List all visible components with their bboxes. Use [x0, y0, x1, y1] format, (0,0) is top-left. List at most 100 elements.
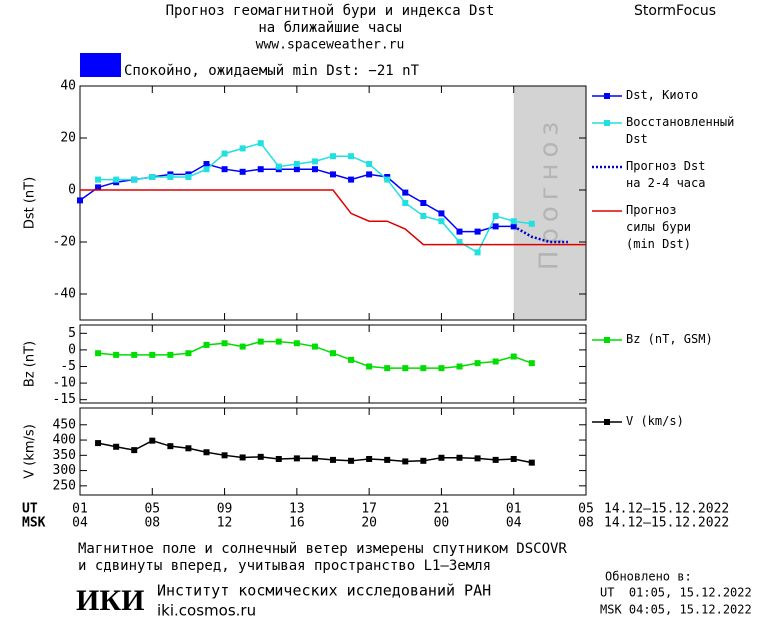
point: [77, 197, 83, 204]
point: [366, 171, 373, 178]
point: [221, 340, 228, 347]
y-axis-label: Bz (nT): [23, 341, 38, 387]
updated-ut: UT 01:05, 15.12.2022: [600, 586, 752, 600]
brand: StormFocus: [634, 3, 716, 19]
point: [185, 350, 192, 357]
forecast-region: [513, 86, 586, 320]
point: [239, 168, 246, 175]
point: [402, 365, 409, 372]
point: [384, 365, 391, 372]
point: [275, 455, 282, 462]
point: [239, 145, 246, 152]
point: [221, 150, 228, 157]
point: [528, 360, 535, 367]
point: [438, 218, 445, 225]
point: [420, 200, 427, 206]
ut-label: UT: [22, 502, 38, 517]
point: [131, 351, 138, 358]
point: [149, 174, 156, 180]
x-tick-label: 01: [72, 502, 88, 517]
point: [221, 452, 228, 459]
point: [528, 459, 535, 466]
point: [528, 220, 535, 227]
x-tick-label-msk: 00: [434, 516, 450, 531]
point: [366, 363, 373, 370]
point: [149, 351, 156, 358]
point: [330, 171, 336, 178]
point: [185, 174, 192, 180]
legend-marker: [604, 419, 610, 425]
point: [402, 200, 409, 206]
x-tick-label: 05: [144, 502, 160, 517]
legend-entry: Восстановленный Dst: [626, 115, 735, 146]
point: [311, 166, 318, 173]
legend-entry: V (km/s): [626, 414, 684, 428]
series-line: [79, 163, 514, 233]
x-tick-label: 09: [217, 502, 233, 517]
y-tick-label: 350: [53, 448, 76, 463]
point: [203, 341, 210, 348]
y-tick-label: 450: [53, 417, 76, 432]
point: [95, 176, 102, 183]
point: [492, 358, 499, 365]
plot-frame: [79, 324, 587, 404]
title: Прогноз геомагнитной бури и индекса Dst: [166, 3, 495, 19]
updated-msk: MSK 04:05, 15.12.2022: [600, 603, 752, 617]
point: [510, 218, 517, 225]
y-tick-label: 0: [68, 342, 76, 357]
y-tick-label: 400: [53, 433, 76, 448]
point: [474, 455, 481, 462]
point: [257, 140, 264, 147]
point: [402, 189, 409, 196]
point: [293, 340, 300, 347]
point: [113, 176, 120, 183]
y-axis-label: Dst (nT): [23, 177, 38, 229]
point: [348, 457, 355, 464]
point: [366, 161, 373, 167]
point: [203, 166, 210, 173]
point: [203, 449, 210, 456]
point: [456, 363, 463, 370]
site: www.spaceweather.ru: [256, 38, 405, 53]
x-tick-label-msk: 08: [144, 516, 160, 531]
point: [293, 161, 300, 167]
y-tick-label: -20: [53, 235, 76, 250]
y-tick-label: 40: [60, 79, 76, 94]
point: [330, 350, 336, 357]
point: [131, 176, 138, 183]
y-tick-label: 250: [53, 478, 76, 493]
point: [221, 166, 228, 173]
point: [348, 176, 355, 183]
y-tick-label: 20: [60, 131, 76, 146]
point: [167, 351, 174, 358]
updated: Обновлено в:: [605, 570, 692, 584]
point: [456, 239, 463, 245]
point: [311, 343, 318, 350]
point: [420, 213, 427, 219]
legend-entry: Bz (nT, GSM): [626, 332, 713, 346]
x-tick-label: 21: [434, 502, 450, 517]
point: [239, 343, 246, 350]
point: [293, 455, 300, 462]
point: [239, 454, 246, 461]
x-tick-label: 13: [289, 502, 305, 517]
institute-site: iki.cosmos.ru: [157, 602, 256, 620]
point: [293, 166, 300, 173]
series-line: [80, 189, 586, 246]
subtitle: на ближайшие часы: [258, 20, 401, 36]
forecast-label: Прогноз: [534, 116, 564, 270]
point: [384, 176, 391, 183]
point: [131, 447, 138, 454]
point: [438, 365, 445, 372]
point: [438, 210, 445, 217]
legend-entry: Dst, Киото: [626, 88, 699, 102]
point: [257, 338, 264, 345]
logo: ИКИ: [76, 584, 144, 617]
note: Магнитное поле и солнечный ветер измерен…: [78, 541, 567, 557]
point: [348, 153, 355, 160]
msk-label: MSK: [22, 516, 46, 531]
y-tick-label: -15: [53, 392, 76, 407]
institute: Институт космических исследований РАН: [157, 582, 491, 600]
point: [492, 213, 499, 219]
